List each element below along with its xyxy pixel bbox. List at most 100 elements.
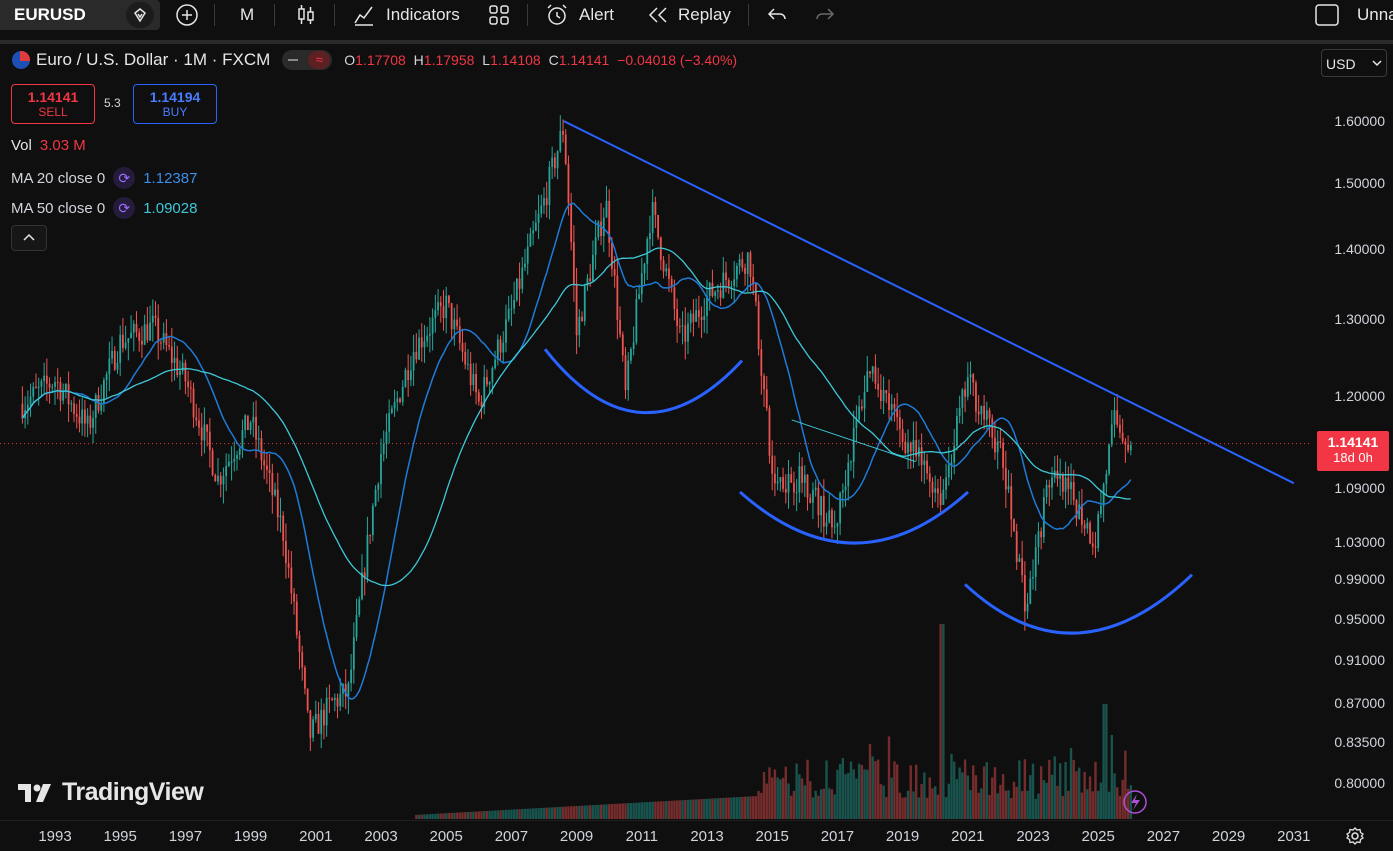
undo-icon[interactable] [766,0,788,30]
candle-body [687,323,689,342]
candle-body [214,475,217,482]
replay-label: Replay [678,5,731,24]
legend-toggle-button[interactable]: ≈ [282,50,333,70]
candle-body [559,131,562,152]
volume-bar [667,800,671,819]
currency-selector[interactable]: USD [1321,49,1387,77]
volume-bar [838,764,842,819]
open-value: 1.17708 [355,52,406,68]
volume-bar [719,798,722,819]
volume-bar [556,807,559,819]
candle-body [937,488,939,494]
volume-bar [1094,761,1097,819]
sell-button[interactable]: 1.14141 SELL [11,84,95,124]
time-axis-label: 2023 [1016,828,1050,845]
volume-bar [795,763,798,819]
candle-body [230,461,233,463]
candle-body [841,490,844,493]
indicators-button[interactable]: Indicators [352,0,460,30]
price-scale[interactable]: USD 1.60000 1.50000 1.40000 1.30000 1.20000 1… [1311,44,1393,820]
redo-icon[interactable] [814,0,836,30]
candle-body [442,305,445,319]
compare-badge-icon[interactable] [126,2,154,28]
layouts-grid-icon[interactable] [488,0,510,30]
candle-body [160,342,162,344]
volume-bar [529,808,532,819]
ma20-legend[interactable]: MA 20 close 0 ⟳ 1.12387 [11,167,197,189]
candle-body [920,447,923,465]
symbol-search[interactable]: EURUSD [0,0,160,30]
symbol-title[interactable]: Euro / U.S. Dollar · 1M · FXCM [36,50,271,69]
candle-body [858,406,861,420]
volume-legend[interactable]: Vol 3.03 M [11,137,86,154]
candle-body [472,374,475,386]
candle-body [564,134,567,164]
candle-body [1078,504,1081,519]
close-value: 1.14141 [558,52,610,68]
candle-body [263,460,266,466]
volume-bar [727,797,730,819]
chart-settings-icon[interactable] [1345,826,1365,851]
candle-body [461,342,464,352]
interval-button[interactable]: M [240,0,254,30]
layout-checkbox-icon[interactable] [1314,0,1340,30]
volume-bar [646,802,649,819]
candle-body [836,523,839,527]
ma50-legend[interactable]: MA 50 close 0 ⟳ 1.09028 [11,197,197,219]
price-chart[interactable] [0,44,1311,820]
volume-bar [575,806,578,819]
buy-button[interactable]: 1.14194 BUY [133,84,217,124]
volume-bar [735,797,739,819]
volume-bar [874,761,877,819]
candles-chart-type-icon[interactable] [296,0,316,30]
high-label: H [413,52,424,68]
volume-bar [618,803,622,819]
volume-bar [637,802,641,819]
time-axis-label: 2017 [820,828,855,845]
volume-bar [1116,787,1119,819]
candle-body [958,407,961,416]
volume-bar [890,777,893,819]
alert-button[interactable]: Alert [545,0,614,30]
volume-bar [483,811,486,819]
candle-body [361,572,363,600]
candle-body [632,342,635,349]
candle-body [290,567,293,594]
replay-button[interactable]: Replay [646,0,731,30]
candle-body [103,380,105,404]
time-axis[interactable] [0,820,1393,850]
candle-body [499,339,502,353]
chart-pane[interactable] [0,44,1311,820]
candle-body [227,461,230,467]
volume-bar [828,788,831,819]
volume-bar [689,799,692,819]
lightning-icon[interactable] [1123,790,1147,814]
candle-body [282,515,285,541]
ma20-value: 1.12387 [143,169,198,187]
candle-body [744,267,746,274]
volume-bar [521,809,524,819]
volume-bar [564,806,567,819]
candle-body [621,334,624,356]
ma20-settings-icon[interactable]: ⟳ [113,167,136,189]
ma50-settings-icon[interactable]: ⟳ [113,197,136,219]
tradingview-watermark[interactable]: TradingView [16,778,204,807]
volume-bar [868,744,872,819]
collapse-legend-button[interactable] [11,225,47,251]
candle-body [863,392,866,409]
volume-bar [561,806,565,819]
volume-bar [1064,762,1067,819]
change-value: −0.04018 (−3.40%) [617,52,738,68]
add-symbol-icon[interactable] [175,0,199,30]
candle-body [279,515,282,518]
candle-body [871,366,874,374]
volume-bar [515,809,519,819]
volume-bar [613,803,616,819]
candle-body [904,441,907,453]
layout-name-button[interactable]: Unna [1357,0,1393,30]
volume-bar [635,802,638,819]
time-axis-label: 2021 [951,828,985,845]
candle-body [1018,558,1021,562]
volume-bar [474,811,478,819]
candle-body [898,417,901,430]
